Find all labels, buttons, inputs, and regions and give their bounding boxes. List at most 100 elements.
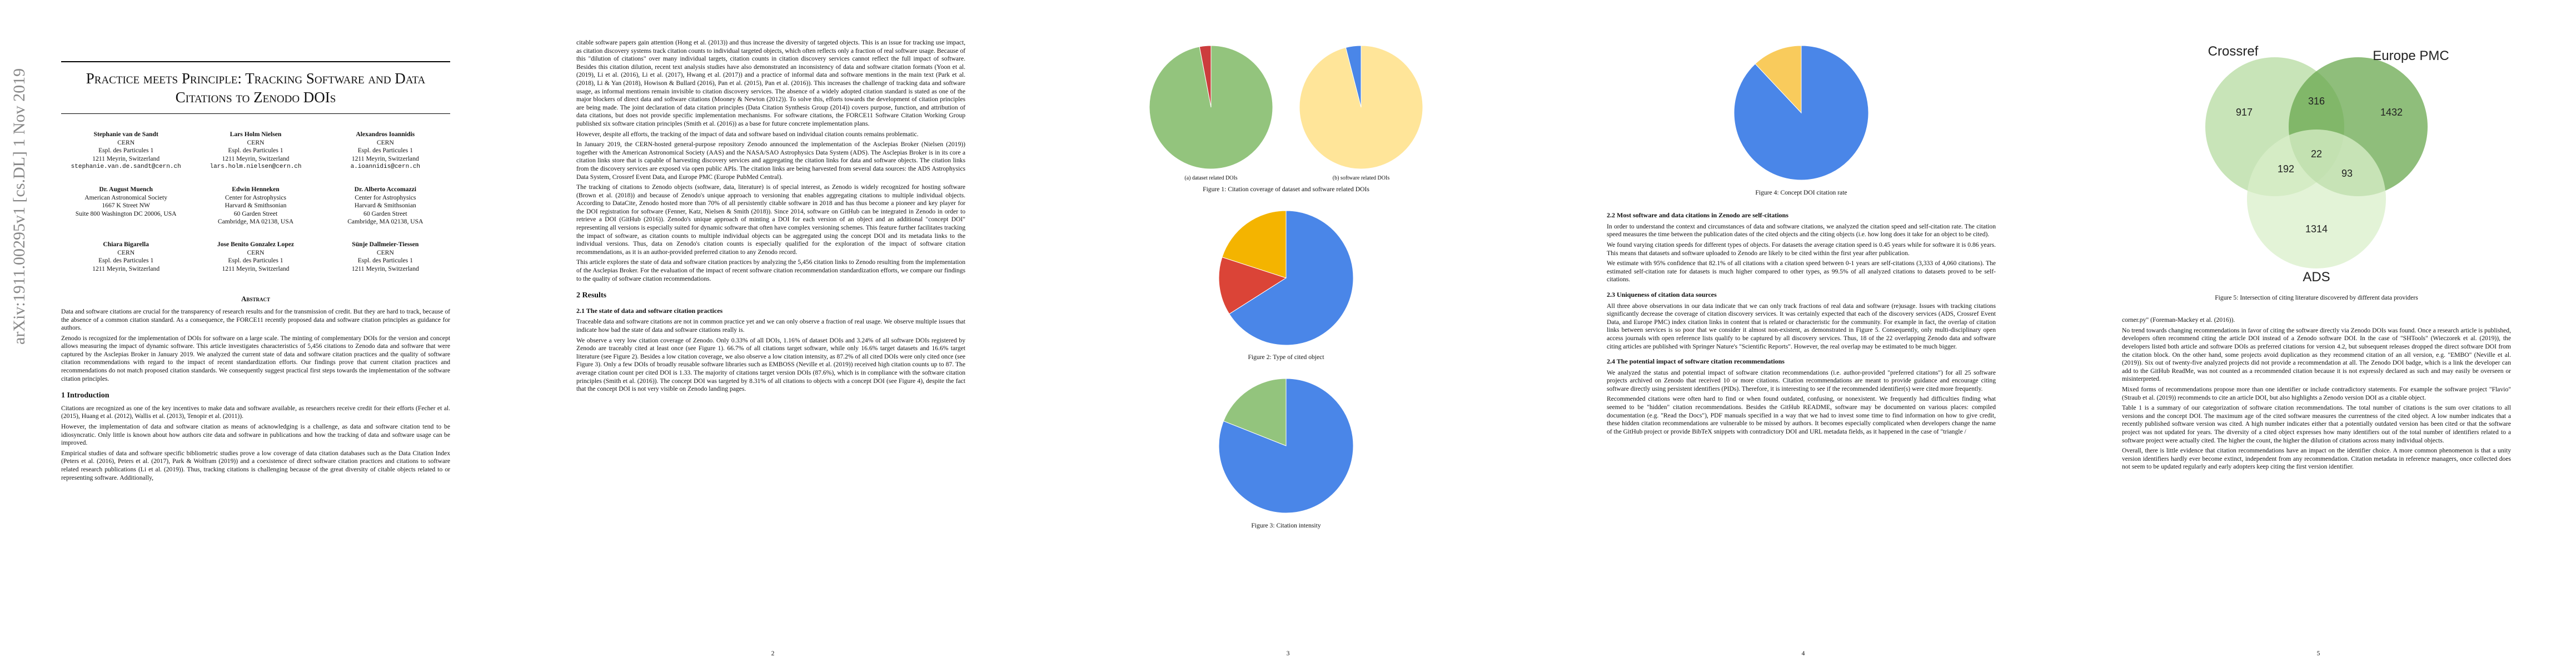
pie-slice (1733, 45, 1869, 181)
figure: Crossref Europe PMC ADS 917 1432 1314 316 192 93… (2122, 43, 2511, 302)
author-list: Stephanie van de Sandt CERN Espl. des Part… (61, 131, 450, 273)
section-heading: 1 Introduction (61, 391, 109, 400)
paragraph: Zenodo is recognized for the implementat… (61, 334, 450, 382)
paragraph: Table 1 is a summary of our categorizati… (2122, 404, 2511, 444)
pie-slice (1218, 256, 1287, 315)
figure-caption: Figure 3: Citation intensity (1251, 521, 1321, 529)
author-affiliation: Espl. des Particules 1 (228, 257, 283, 265)
subsection-heading: 2.2 Most software and data citations in … (1607, 211, 1788, 220)
author-name: Dr. August Muench (99, 185, 153, 193)
author: Jose Benito Gonzalez Lopez CERN Espl. des … (191, 241, 320, 273)
figure-caption: Figure 4: Concept DOI citation rate (1755, 188, 1847, 196)
paragraph: Citations are recognized as one of the k… (61, 404, 450, 420)
author: Lars Holm Nielsen CERN Espl. des Particule… (191, 131, 320, 171)
pie-slice (1222, 210, 1287, 278)
author-affiliation: Espl. des Particules 1 (357, 257, 413, 265)
subfigure: (a) dataset related DOIs (1147, 43, 1275, 182)
page: (a) dataset related DOIs (b) software rel… (1030, 0, 1546, 667)
column: Crossref Europe PMC ADS 917 1432 1314 316 192 93… (2122, 39, 2511, 648)
paper-title: Practice meets Principle: Tracking Softw… (61, 61, 450, 114)
author-affiliation: Center for Astrophysics (225, 193, 287, 201)
author: Edwin Henneken Center for Astrophysics Har… (191, 186, 320, 226)
author-affiliation: Suite 800 Washington DC 20006, USA (75, 210, 177, 217)
section-heading: 2 Results (576, 291, 607, 300)
author-name: Lars Holm Nielsen (230, 131, 282, 138)
subfigure (1732, 43, 1871, 186)
author-email: lars.holm.nielsen@cern.ch (210, 163, 302, 171)
column: Practice meets Principle: Tracking Softw… (61, 39, 450, 648)
paragraph: Empirical studies of data and software s… (61, 449, 450, 481)
author: Dr. August Muench American Astronomical S… (61, 186, 191, 226)
page: Figure 4: Concept DOI citation rate 2.2 M… (1546, 0, 2061, 667)
author-affiliation: CERN (117, 138, 135, 146)
figure-row (1607, 43, 1996, 186)
column: Figure 4: Concept DOI citation rate 2.2 M… (1607, 39, 1996, 648)
abstract-heading: Abstract (241, 295, 270, 303)
paragraph: Overall, there is little evidence that c… (2122, 447, 2511, 471)
author: Stephanie van de Sandt CERN Espl. des Part… (61, 131, 191, 171)
venn-count: 93 (2341, 168, 2353, 179)
author-email: a.ioannidis@cern.ch (350, 163, 421, 171)
author-email: stephanie.van.de.sandt@cern.ch (71, 163, 181, 171)
venn-count: 917 (2236, 107, 2253, 118)
pie-slice (1223, 378, 1287, 446)
figure: Figure 2: Type of cited object (1092, 208, 1481, 362)
page-number: 4 (1801, 650, 1805, 657)
paragraph: In order to understand the context and c… (1607, 222, 1996, 238)
paragraph: However, despite all efforts, the tracki… (576, 130, 919, 138)
page: Crossref Europe PMC ADS 917 1432 1314 316 192 93… (2061, 0, 2576, 667)
venn-count: 316 (2308, 96, 2325, 107)
paragraph: Mixed forms of recommendations propose m… (2122, 385, 2511, 401)
figure-caption: Figure 1: Citation coverage of dataset a… (1203, 186, 1369, 193)
paragraph: We found varying citation speeds for dif… (1607, 241, 1996, 257)
venn-count: 192 (2278, 163, 2294, 175)
figure-row: (a) dataset related DOIs (b) software rel… (1092, 43, 1481, 182)
subfigure: (b) software related DOIs (1297, 43, 1425, 182)
author: Alexandros Ioannidis CERN Espl. des Partic… (321, 131, 450, 171)
author-affiliation: Harvard & Smithsonian (225, 202, 287, 210)
page: citable software papers gain attention (… (515, 0, 1030, 667)
venn-diagram: Crossref Europe PMC ADS 917 1432 1314 316 192 93… (2205, 44, 2449, 285)
author: Chiara Bigarella CERN Espl. des Particules… (61, 241, 191, 273)
figure-caption: Figure 2: Type of cited object (1248, 354, 1324, 361)
author-affiliation: Espl. des Particules 1 (98, 147, 154, 155)
pie-slice (1229, 210, 1354, 346)
paragraph: This article explores the state of data … (576, 258, 965, 282)
paragraph: However, the implementation of data and … (61, 423, 450, 447)
pie-chart (1299, 45, 1423, 170)
author-affiliation: 1211 Meyrin, Switzerland (351, 155, 419, 162)
author-name: Edwin Henneken (232, 185, 280, 193)
subfigure (1217, 376, 1356, 519)
author-affiliation: 1211 Meyrin, Switzerland (222, 155, 290, 162)
author-affiliation: American Astronomical Society (84, 193, 168, 201)
subsection-heading: 2.4 The potential impact of software cit… (1607, 357, 1785, 366)
author-name: Sünje Dallmeier-Tiessen (352, 240, 419, 248)
author-affiliation: CERN (376, 138, 394, 146)
subsection-heading: 2.3 Uniqueness of citation data sources (1607, 290, 1717, 298)
paragraph: We estimate with 95% confidence that 82.… (1607, 260, 1996, 283)
author-affiliation: Espl. des Particules 1 (228, 147, 283, 155)
pie-chart (1218, 378, 1354, 514)
page-number: 3 (1286, 650, 1290, 657)
author-affiliation: 1667 K Street NW (102, 202, 150, 210)
author: Dr. Alberto Accomazzi Center for Astrophy… (321, 186, 450, 226)
author-affiliation: Harvard & Smithsonian (354, 202, 416, 210)
author-name: Jose Benito Gonzalez Lopez (217, 240, 295, 248)
author-affiliation: 60 Garden Street (363, 210, 407, 217)
paragraph: The tracking of citations to Zenodo obje… (576, 183, 965, 256)
pie-chart (1733, 45, 1869, 181)
pie-chart (1149, 45, 1273, 170)
figure-row (1092, 208, 1481, 351)
subsection-heading: 2.1 The state of data and software citat… (576, 306, 723, 315)
author-name: Chiara Bigarella (103, 240, 149, 248)
author-affiliation: CERN (247, 138, 265, 146)
author-affiliation: CERN (117, 248, 135, 256)
page-number: 2 (771, 650, 775, 657)
page: Practice meets Principle: Tracking Softw… (0, 0, 515, 667)
pie-slice (1345, 45, 1362, 108)
page-number: 5 (2316, 650, 2320, 657)
author-affiliation: 60 Garden Street (233, 210, 278, 217)
author-affiliation: 1211 Meyrin, Switzerland (222, 265, 290, 272)
author-affiliation: Center for Astrophysics (355, 193, 416, 201)
